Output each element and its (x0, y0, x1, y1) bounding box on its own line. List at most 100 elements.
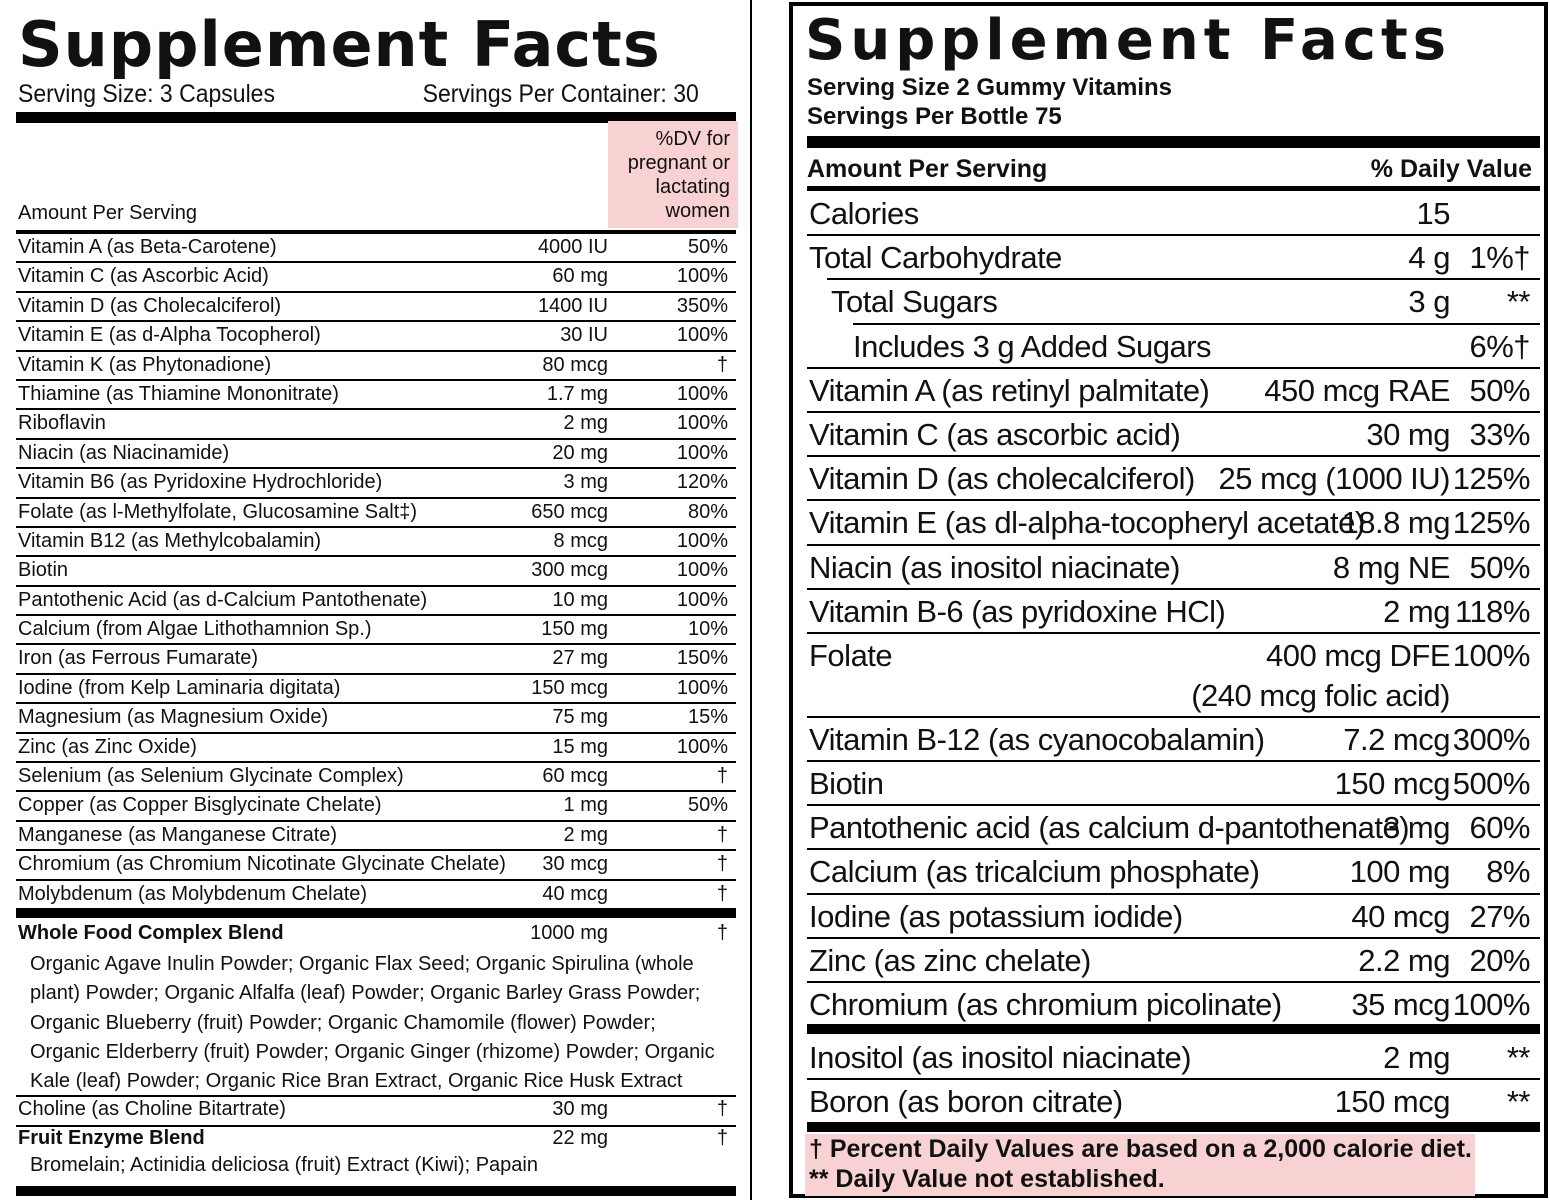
footnote-percent-dv: † Percent Daily Values are based on a 2,… (809, 1135, 1472, 1163)
nutrient-amount: 150 mg (541, 618, 608, 641)
nutrient-name: Vitamin A (as Beta-Carotene) (18, 236, 277, 258)
nutrient-dv: 20% (1469, 942, 1530, 978)
right-amount-header: Amount Per Serving (807, 155, 1048, 183)
nutrient-dv: 50% (1469, 549, 1530, 585)
right-supplement-label: Supplement Facts Serving Size 2 Gummy Vi… (789, 2, 1548, 1198)
nutrient-name: Vitamin B6 (as Pyridoxine Hydrochloride) (18, 471, 383, 494)
nutrient-dv: 100% (676, 529, 728, 552)
left-divider (16, 1125, 736, 1127)
nutrient-dv: † (716, 765, 728, 788)
nutrient-dv: 100% (676, 412, 728, 435)
table-row: Molybdenum (as Molybdenum Chelate) 40 mcg… (16, 881, 736, 910)
nutrient-dv: 100% (676, 265, 728, 288)
fruit-enzyme-amount: 22 mg (552, 1127, 608, 1149)
nutrient-dv: 100% (676, 559, 728, 582)
nutrient-amount: 30 mcg (542, 853, 608, 876)
table-row: Vitamin A (as Beta-Carotene) 4000 IU 50% (16, 234, 736, 264)
nutrient-name: Vitamin E (as dl-alpha-tocopheryl acetat… (809, 505, 1365, 541)
table-row: Vitamin C (as ascorbic acid) 30 mg 33% (807, 413, 1540, 458)
nutrient-dv: 125% (1452, 461, 1531, 497)
nutrient-name: Includes 3 g Added Sugars (853, 328, 1212, 364)
nutrient-name: Vitamin K (as Phytonadione) (18, 353, 272, 376)
nutrient-amount: 150 mcg (1334, 1084, 1451, 1120)
nutrient-amount-detail: (240 mcg folic acid) (1191, 677, 1450, 713)
nutrient-dv: † (716, 823, 728, 846)
table-row: Total Carbohydrate 4 g 1%† (807, 236, 1540, 281)
table-row: Iodine (as potassium iodide) 40 mcg 27% (807, 895, 1540, 939)
table-row: Folate (as l-Methylfolate, Glucosamine S… (16, 499, 736, 528)
table-row: Biotin 150 mcg 500% (807, 762, 1540, 807)
nutrient-amount: 27 mg (552, 647, 608, 670)
nutrient-amount: 8 mcg (553, 529, 608, 552)
nutrient-dv: 350% (676, 294, 728, 317)
nutrient-amount: 150 mcg (1334, 766, 1451, 802)
nutrient-amount: 150 mcg (531, 676, 608, 699)
table-row: Vitamin A (as retinyl palmitate) 450 mcg … (807, 369, 1540, 413)
left-divider (16, 1095, 736, 1097)
right-nutrient-table: Calories 15 Total Carbohydrate 4 g 1%† Total … (807, 192, 1540, 1027)
table-row: Chromium (as chromium picolinate) 35 mcg 1… (807, 983, 1540, 1027)
table-row: Magnesium (as Magnesium Oxide) 75 mg 15% (16, 704, 736, 734)
nutrient-name: Copper (as Copper Bisglycinate Chelate) (18, 794, 382, 817)
whole-food-name: Whole Food Complex Blend (18, 922, 284, 944)
whole-food-ingredients: Organic Agave Inulin Powder; Organic Fla… (30, 953, 715, 1093)
choline-dv: † (716, 1098, 728, 1120)
nutrient-amount: 25 mcg (1000 IU) (1218, 461, 1451, 497)
table-row: Copper (as Copper Bisglycinate Chelate) 1… (16, 792, 736, 822)
left-nutrient-table: Vitamin A (as Beta-Carotene) 4000 IU 50% Vi… (16, 234, 736, 910)
nutrient-name: Total Carbohydrate (809, 240, 1062, 276)
nutrient-name: Pantothenic Acid (as d-Calcium Pantothen… (18, 588, 428, 611)
nutrient-dv: 33% (1469, 416, 1530, 452)
nutrient-dv: 80% (687, 500, 728, 523)
nutrient-name: Manganese (as Manganese Citrate) (18, 823, 338, 846)
table-row: Vitamin B6 (as Pyridoxine Hydrochloride)… (16, 469, 736, 499)
nutrient-dv: 125% (1452, 505, 1531, 541)
nutrient-name: Boron (as boron citrate) (809, 1084, 1123, 1120)
nutrient-name: Calcium (from Algae Lithothamnion Sp.) (18, 618, 372, 641)
left-title: Supplement Facts (18, 8, 661, 81)
right-mid-bar (807, 1024, 1540, 1034)
nutrient-name: Iron (as Ferrous Fumarate) (18, 647, 259, 670)
nutrient-name: Vitamin E (as d-Alpha Tocopherol) (18, 324, 321, 347)
nutrient-amount: 2 mg (1383, 1040, 1450, 1075)
nutrient-amount: 30 mg (1366, 416, 1450, 452)
nutrient-name: Folate (809, 637, 893, 673)
nutrient-dv: ** (1506, 284, 1531, 320)
nutrient-amount: 1.7 mg (546, 382, 608, 405)
right-title: Supplement Facts (805, 8, 1452, 73)
nutrient-amount: 3 mg (1383, 810, 1450, 846)
nutrient-amount: 15 (1416, 196, 1451, 231)
nutrient-amount: 40 mcg (1351, 898, 1450, 934)
nutrient-amount: 2 mg (563, 412, 608, 435)
whole-food-dv: † (716, 922, 728, 944)
right-header-bar (807, 186, 1540, 191)
nutrient-dv: 100% (676, 735, 728, 758)
table-row: Boron (as boron citrate) 150 mcg ** (807, 1080, 1540, 1124)
choline-name: Choline (as Choline Bitartrate) (18, 1098, 286, 1120)
nutrient-dv: 50% (687, 236, 728, 258)
table-row: Vitamin D (as cholecalciferol) 25 mcg (10… (807, 457, 1540, 502)
whole-food-amount: 1000 mg (530, 922, 608, 944)
table-row: Chromium (as Chromium Nicotinate Glycina… (16, 851, 736, 881)
nutrient-name: Vitamin B12 (as Methylcobalamin) (18, 529, 322, 552)
table-row: Vitamin E (as dl-alpha-tocopheryl acetat… (807, 501, 1540, 546)
footnote-not-established: ** Daily Value not established. (809, 1165, 1165, 1193)
nutrient-dv: † (716, 853, 728, 876)
left-serving-size: Serving Size: 3 Capsules (18, 80, 275, 108)
table-row: Biotin 300 mcg 100% (16, 557, 736, 587)
nutrient-name: Vitamin B-6 (as pyridoxine HCl) (809, 593, 1226, 629)
nutrient-amount: 4000 IU (537, 236, 608, 258)
nutrient-name: Niacin (as Niacinamide) (18, 441, 230, 464)
table-row: Pantothenic acid (as calcium d-pantothen… (807, 806, 1540, 851)
left-dv-header: %DV for pregnant or lactating women (608, 121, 738, 228)
nutrient-name: Riboflavin (18, 412, 106, 435)
table-row: Thiamine (as Thiamine Mononitrate) 1.7 mg… (16, 381, 736, 411)
nutrient-amount: 2 mg (1383, 593, 1450, 629)
nutrient-name: Biotin (18, 559, 69, 582)
choline-amount: 30 mg (552, 1098, 608, 1120)
table-row: Calcium (as tricalcium phosphate) 100 mg 8… (807, 850, 1540, 895)
nutrient-amount: 35 mcg (1351, 987, 1450, 1022)
table-row: Zinc (as zinc chelate) 2.2 mg 20% (807, 939, 1540, 983)
nutrient-name: Zinc (as zinc chelate) (809, 942, 1091, 978)
right-top-bar (807, 136, 1540, 148)
